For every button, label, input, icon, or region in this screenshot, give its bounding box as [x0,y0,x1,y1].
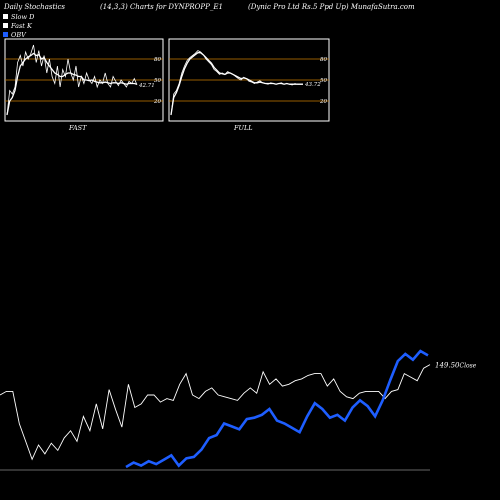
legend-slow-d: Slow D [3,12,34,21]
full-panel-title: FULL [233,124,253,132]
fast-panel-title: FAST [68,124,87,132]
fast-tick-label-80: 80 [154,57,161,63]
full-last-value-label: 43.72 [304,82,321,88]
legend: Slow D Fast K OBV [3,12,34,39]
legend-swatch-obv [3,32,8,37]
header-chart-name: (14,3,3) Charts for DYNPROPP_E1 [100,3,223,11]
fast-series-1-line [6,52,138,116]
close-line [0,364,431,461]
legend-fast-k: Fast K [3,21,34,30]
fast-last-value-label: 42.71 [138,83,155,89]
obv-line [125,349,429,469]
fast-series-0-line [6,44,138,116]
full-series-0-line [170,50,303,116]
full-series-1-line [170,52,303,116]
header-title: Daily Stochastics [4,3,66,11]
legend-swatch-fast-k [3,23,8,28]
legend-label-slow-d: Slow D [11,12,35,21]
legend-label-obv: OBV [11,30,26,39]
legend-label-fast-k: Fast K [11,21,32,30]
fast-tick-label-20: 20 [153,99,161,105]
close-last-value-label: 149.50Close [435,362,477,370]
close-last-value-suffix: Close [460,363,477,370]
legend-obv: OBV [3,30,34,39]
full-tick-label-50: 50 [320,78,327,84]
fast-tick-label-50: 50 [154,78,161,84]
legend-swatch-slow-d [3,14,8,19]
full-tick-label-80: 80 [320,57,327,63]
header-company: (Dynic Pro Ltd Rs.5 Ppd Up) MunafaSutra.… [248,3,415,11]
full-tick-label-20: 20 [319,99,327,105]
